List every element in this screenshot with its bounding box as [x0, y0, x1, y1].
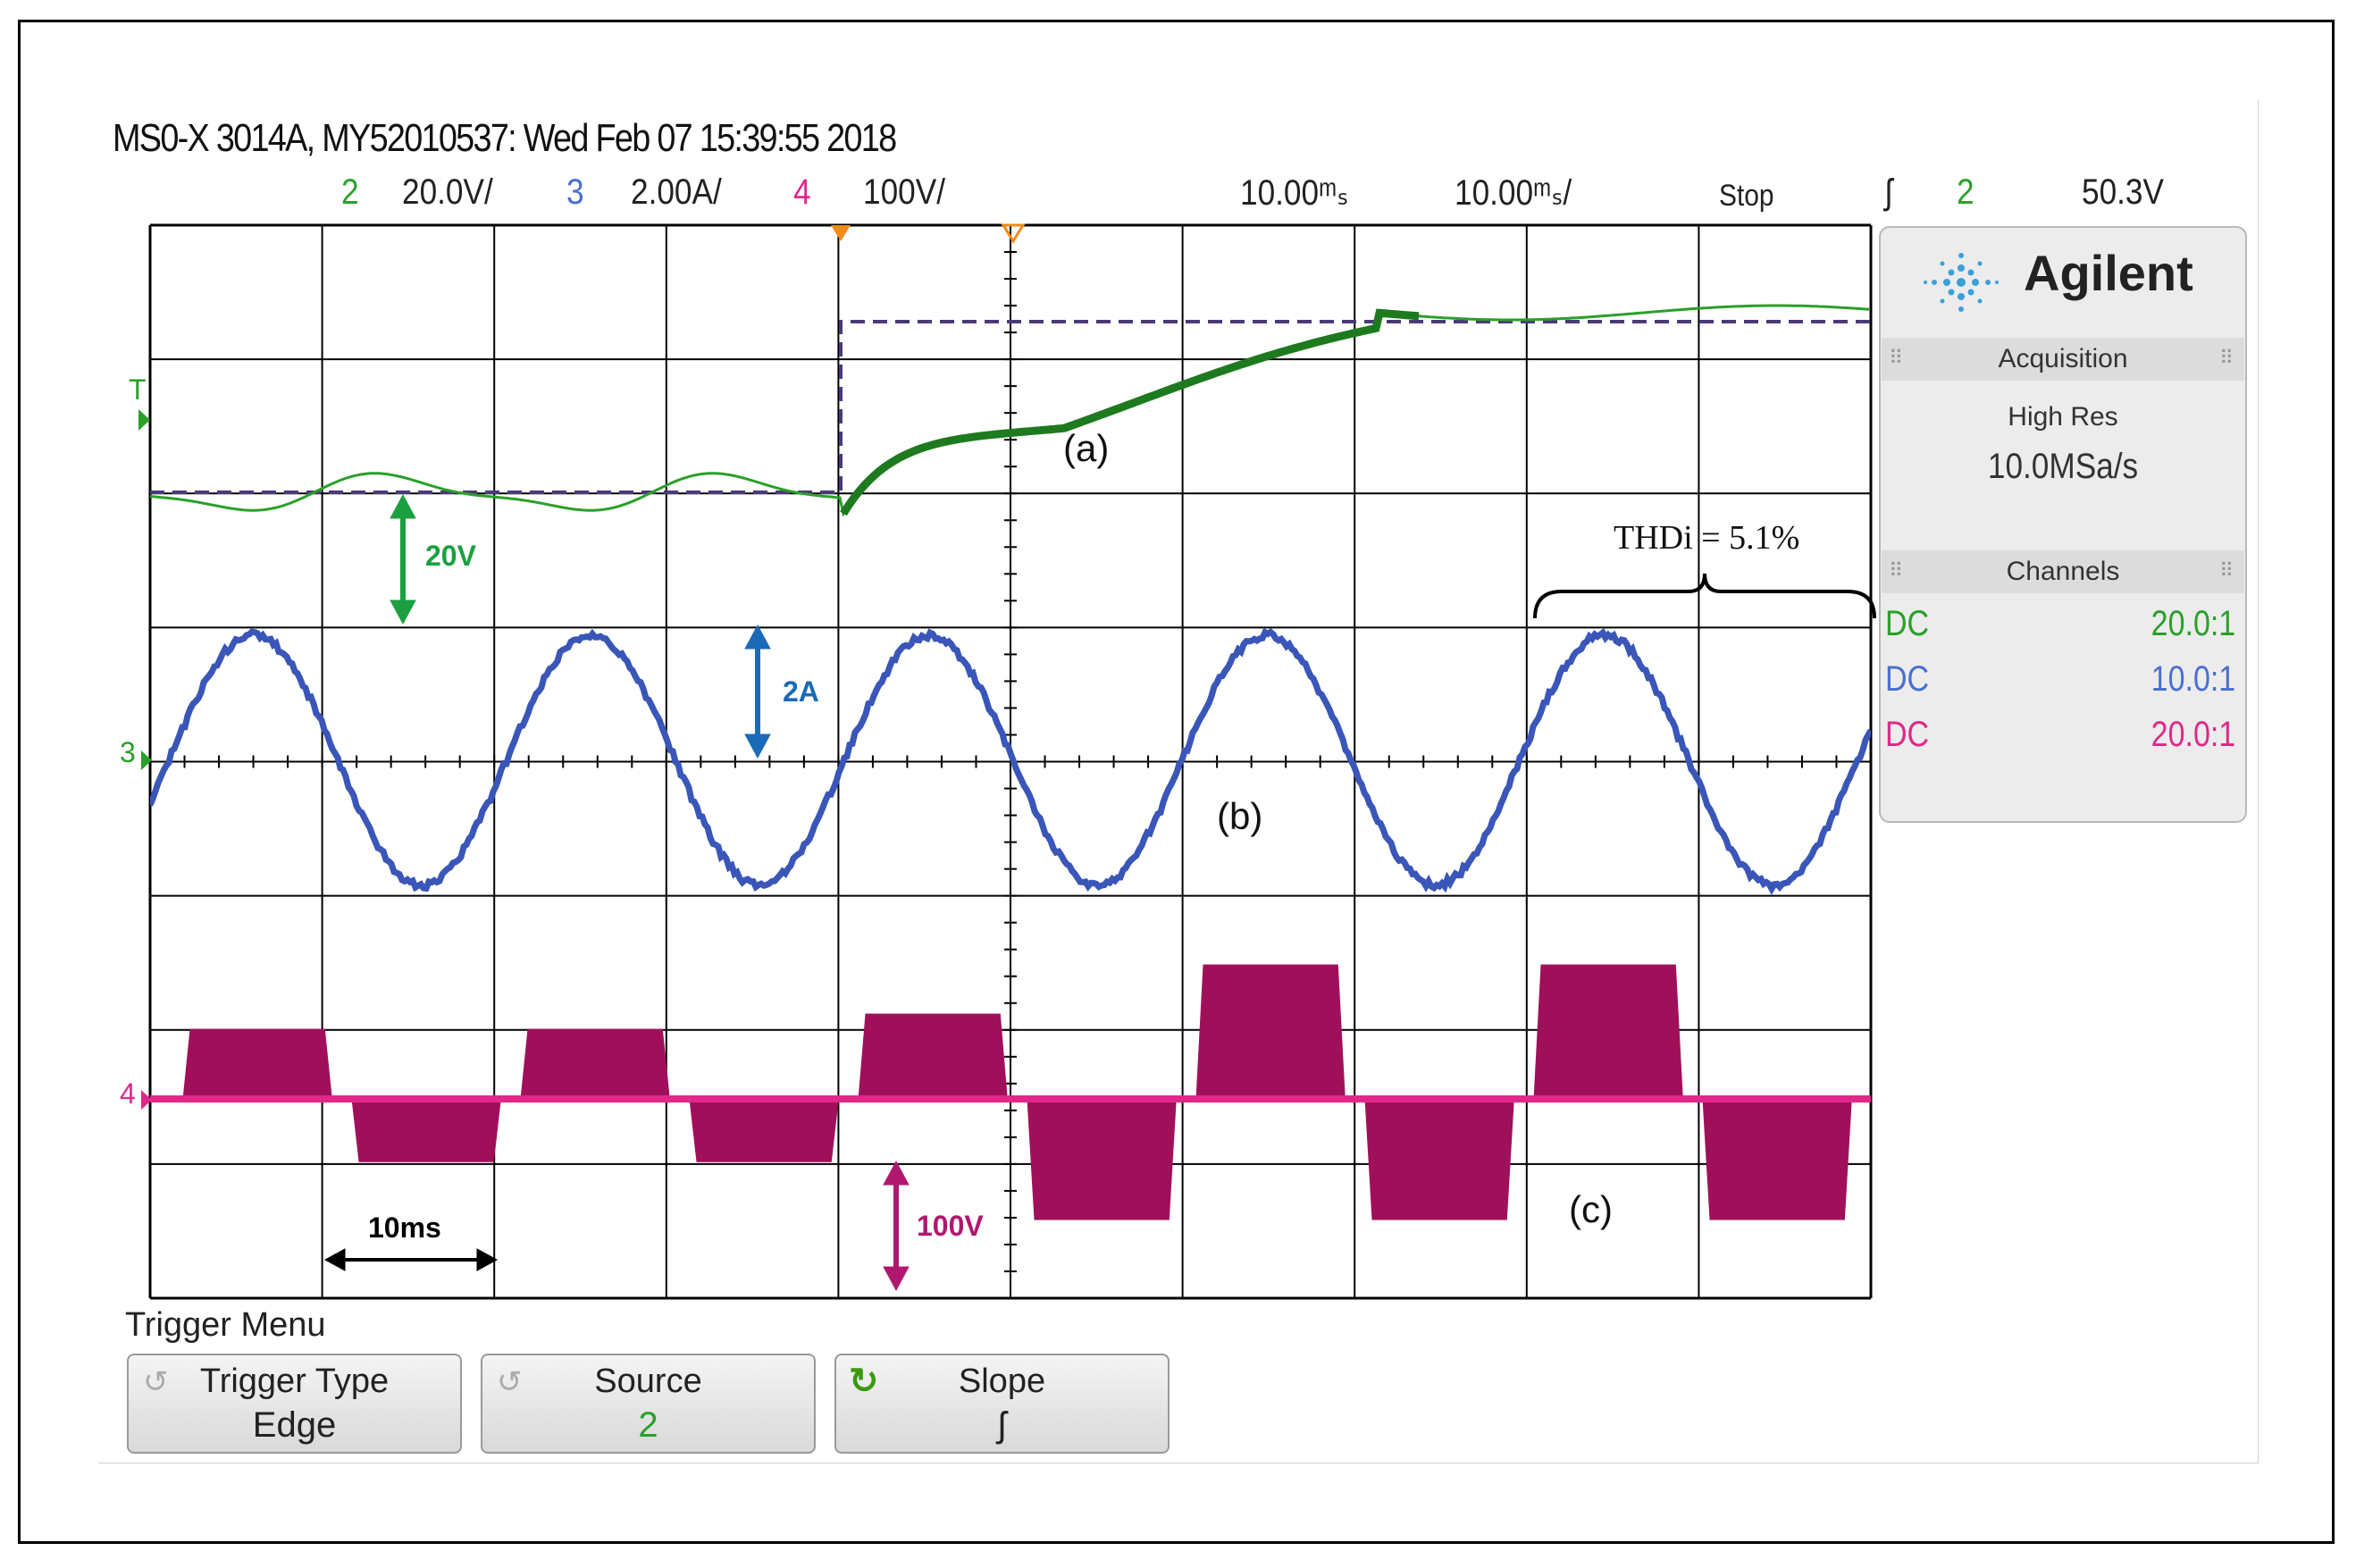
ch4-coupling[interactable]: DC [1885, 715, 1929, 755]
trigger-level-marker[interactable] [138, 409, 150, 431]
arrow-20v [390, 495, 415, 624]
ch3-coupling[interactable]: DC [1885, 659, 1929, 700]
softkey-value: 2 [482, 1405, 814, 1446]
trigger-position-marker[interactable] [831, 225, 851, 241]
grip-icon: ⠿ [2219, 559, 2234, 583]
acquisition-heading[interactable]: Acquisition [1882, 338, 2244, 381]
label-a: (a) [1063, 427, 1109, 470]
arrow-10ms [325, 1249, 497, 1270]
trigger-menu-title: Trigger Menu [125, 1306, 326, 1345]
acquisition-mode: High Res [1882, 402, 2244, 432]
arrow-2a [745, 625, 770, 758]
grip-icon: ⠿ [2219, 347, 2234, 370]
agilent-spark-icon [1921, 247, 2001, 318]
label-100v: 100V [917, 1210, 984, 1243]
ch4-pwm-voltage-trace [183, 965, 1851, 1220]
label-20v: 20V [425, 540, 476, 573]
brand-name: Agilent [2024, 244, 2193, 302]
slope-softkey[interactable]: ↻ Slope ʃ [834, 1354, 1170, 1454]
arrow-100v [884, 1161, 909, 1290]
label-b: (b) [1217, 795, 1262, 838]
ch2-coupling[interactable]: DC [1885, 604, 1929, 644]
grip-icon: ⠿ [1889, 559, 1903, 583]
trigger-type-softkey[interactable]: ↺ Trigger Type Edge [127, 1354, 462, 1454]
ch4-ground-label: 4 [120, 1077, 136, 1111]
channels-heading[interactable]: Channels [1882, 550, 2244, 593]
sample-rate: 10.0MSa/s [1903, 447, 2222, 487]
source-softkey[interactable]: ↺ Source 2 [481, 1354, 816, 1454]
softkey-value: ʃ [836, 1405, 1168, 1446]
softkey-label: Slope [836, 1363, 1168, 1401]
ch2-voltage-trace-noisy [843, 313, 1419, 514]
label-2a: 2A [783, 675, 819, 709]
delay-marker[interactable] [1003, 225, 1023, 241]
label-c: (c) [1569, 1188, 1613, 1231]
ch2-probe[interactable]: 20.0:1 [2151, 604, 2235, 644]
thd-brace [1535, 574, 1874, 618]
softkey-value: Edge [129, 1405, 460, 1446]
softkey-label: Source [482, 1363, 814, 1401]
ch4-probe[interactable]: 20.0:1 [2151, 715, 2235, 755]
thd-label: THDi = 5.1% [1614, 518, 1799, 558]
softkey-label: Trigger Type [129, 1363, 460, 1401]
ch3-probe[interactable]: 10.0:1 [2151, 659, 2235, 700]
ch3-ground-label: 3 [120, 736, 136, 769]
trigger-level-label: T [129, 373, 147, 407]
label-10ms: 10ms [368, 1212, 441, 1245]
grip-icon: ⠿ [1889, 347, 1903, 370]
